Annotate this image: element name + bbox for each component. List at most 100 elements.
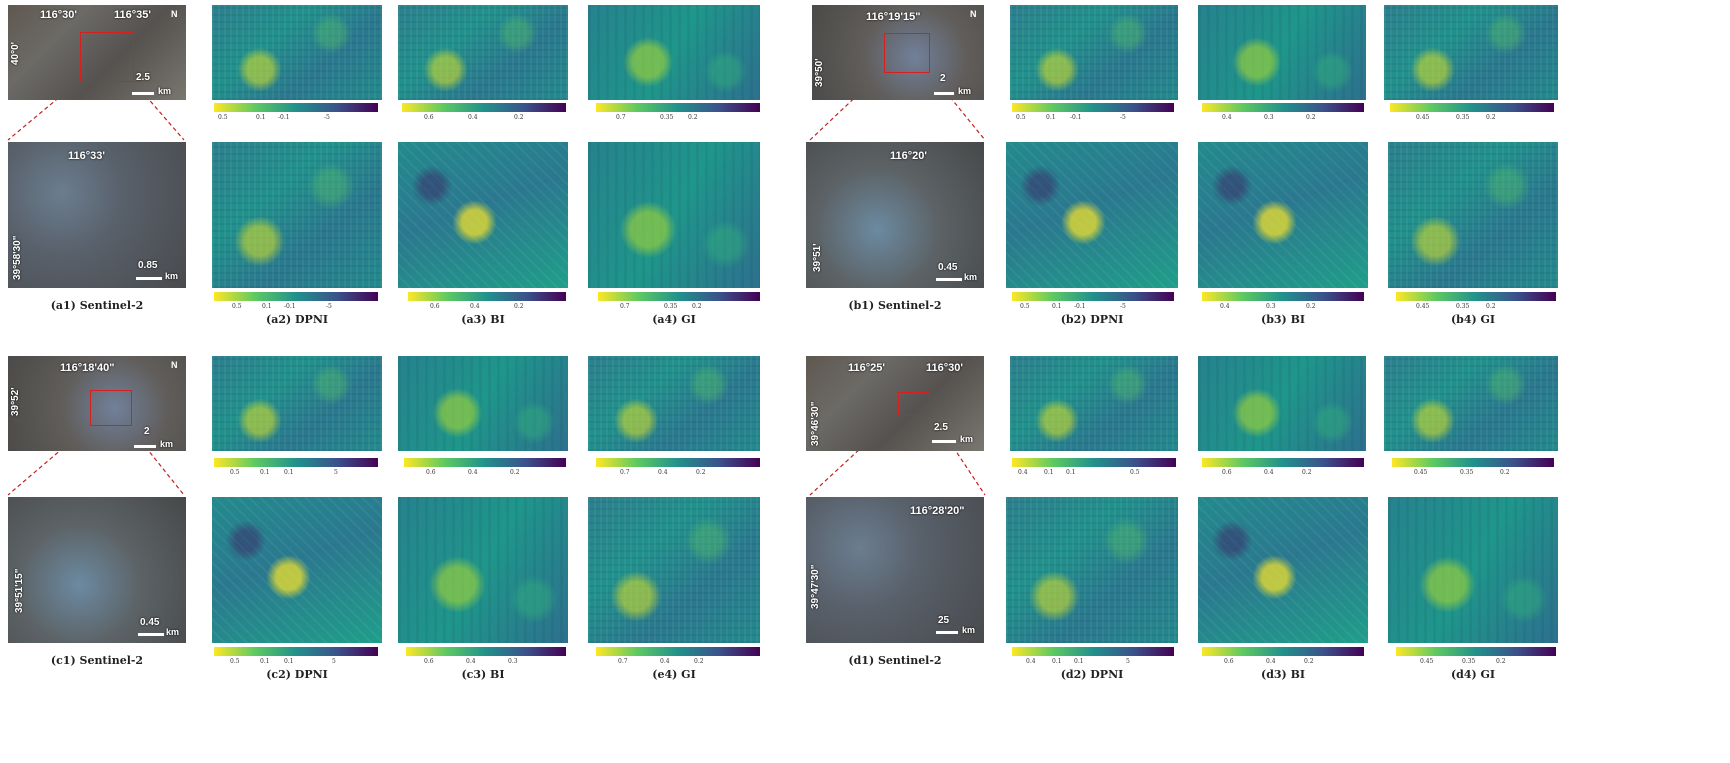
d2-tick: 0.4 [1018,469,1028,476]
d1-zoom-coord-top: 116°28'20" [910,505,965,517]
c4-colorbar-bottom [596,647,760,656]
d3-tick: 0.6 [1224,658,1234,665]
b4-colorbar-top [1390,103,1554,112]
caption-b2: (b2) DPNI [1060,313,1124,326]
d1-zoom-box [898,392,930,416]
c3-tick: 0.6 [424,658,434,665]
a1-coord-vertical: 40°0' [10,41,21,65]
c1-zoom-scale-bar [138,633,164,636]
d1-coord-left: 116°25' [848,362,885,374]
d1-scale-unit: km [960,434,974,444]
b3-tick: 0.2 [1306,303,1316,310]
c2-tick: 0.5 [230,469,240,476]
d1-scale-value: 2.5 [934,422,948,433]
c1-zoom-scale-unit: km [166,627,180,637]
c2-tick: 0.1 [260,469,270,476]
c4-tick: 0.7 [620,469,630,476]
d3-tick: 0.4 [1264,469,1274,476]
caption-b4: (b4) GI [1450,313,1496,326]
b1-scale-unit: km [958,86,972,96]
c3-colorbar-bottom [406,647,566,656]
b4-colorbar-bottom [1396,292,1556,301]
caption-d1: (d1) Sentinel-2 [848,654,942,667]
b3-tick: 0.4 [1222,114,1232,121]
caption-a3: (a3) BI [461,313,505,326]
d2-dpni-zoom [1006,497,1178,643]
d2-colorbar-bottom [1012,647,1174,656]
b2-colorbar-top [1012,103,1174,112]
b1-zoom-image: 116°20' 39°51' 0.45 km [806,142,984,288]
c4-gi-overview [588,356,760,451]
caption-b1: (b1) Sentinel-2 [848,299,942,312]
b2-tick: -0.1 [1070,114,1082,121]
north-arrow-icon: N [171,360,178,370]
b4-tick: 0.35 [1456,114,1470,121]
d4-gi-overview [1384,356,1558,451]
d2-tick: 0.1 [1052,658,1062,665]
b3-tick: 0.3 [1266,303,1276,310]
b4-tick: 0.45 [1416,303,1430,310]
c1-zoom-box [90,390,132,426]
b1-zoom-scale-value: 0.45 [938,262,958,273]
a1-coord-left: 116°30' [40,9,77,21]
d4-colorbar-top [1392,458,1554,467]
north-arrow-icon: N [970,9,977,19]
c3-tick: 0.3 [508,658,518,665]
a4-colorbar-top [596,103,760,112]
d1-coord-vertical: 39°46'30" [810,401,821,447]
d4-tick: 0.2 [1496,658,1506,665]
c2-tick: 0.1 [284,658,294,665]
b2-dpni-overview [1010,5,1178,100]
c4-tick: 0.2 [694,658,704,665]
a2-dpni-zoom [212,142,382,288]
a4-tick: 0.35 [664,303,678,310]
caption-a1: (a1) Sentinel-2 [50,299,144,312]
b2-tick: -5 [1120,303,1126,310]
b4-tick: 0.45 [1416,114,1430,121]
c1-coord-vertical: 39°52' [10,387,21,416]
d2-tick: 0.4 [1026,658,1036,665]
a1-zoom-coord-vertical: 39°58'30" [12,235,23,281]
b1-scale-bar [934,92,954,95]
caption-a4: (a4) GI [652,313,696,326]
caption-c3: (c3) BI [461,668,505,681]
b1-zoom-coord-vertical: 39°51' [812,243,823,272]
c1-scale-value: 2 [144,426,150,437]
a3-tick: 0.6 [424,114,434,121]
c2-tick: 0.5 [230,658,240,665]
b1-zoom-box [884,33,930,73]
a1-overview-image: 116°30' 116°35' 40°0' N 2.5 km [8,5,186,100]
d3-colorbar-bottom [1202,647,1364,656]
d3-bi-overview [1198,356,1366,451]
a2-tick: -0.1 [278,114,290,121]
d1-overview-image: 116°25' 116°30' 39°46'30" 2.5 km [806,356,984,451]
a1-zoom-image: 116°33' 39°58'30" 0.85 km [8,142,186,288]
d3-bi-zoom [1198,497,1368,643]
c4-tick: 0.4 [658,469,668,476]
d4-tick: 0.35 [1462,658,1476,665]
c2-dpni-overview [212,356,382,451]
a2-tick: -5 [324,114,330,121]
d1-scale-bar [932,440,956,443]
b4-tick: 0.2 [1486,303,1496,310]
b3-tick: 0.2 [1306,114,1316,121]
d3-tick: 0.4 [1266,658,1276,665]
a1-coord-right: 116°35' [114,9,151,21]
a4-tick: 0.2 [692,303,702,310]
c2-tick: 0.1 [284,469,294,476]
d1-coord-right: 116°30' [926,362,963,374]
c1-zoom-image: 39°51'15" 0.45 km [8,497,186,643]
a4-tick: 0.7 [616,114,626,121]
d2-tick: 0.5 [1130,469,1140,476]
c2-colorbar-top [214,458,378,467]
a2-colorbar-top [214,103,378,112]
c4-tick: 0.7 [618,658,628,665]
c1-overview-image: 116°18'40" 39°52' N 2 km [8,356,186,451]
b2-tick: 0.5 [1016,114,1026,121]
b1-scale-value: 2 [940,73,946,84]
c1-coord-top: 116°18'40" [60,362,115,374]
a1-scale-value: 2.5 [136,72,150,83]
d2-colorbar-top [1012,458,1176,467]
a2-tick: -5 [326,303,332,310]
a4-tick: 0.35 [660,114,674,121]
